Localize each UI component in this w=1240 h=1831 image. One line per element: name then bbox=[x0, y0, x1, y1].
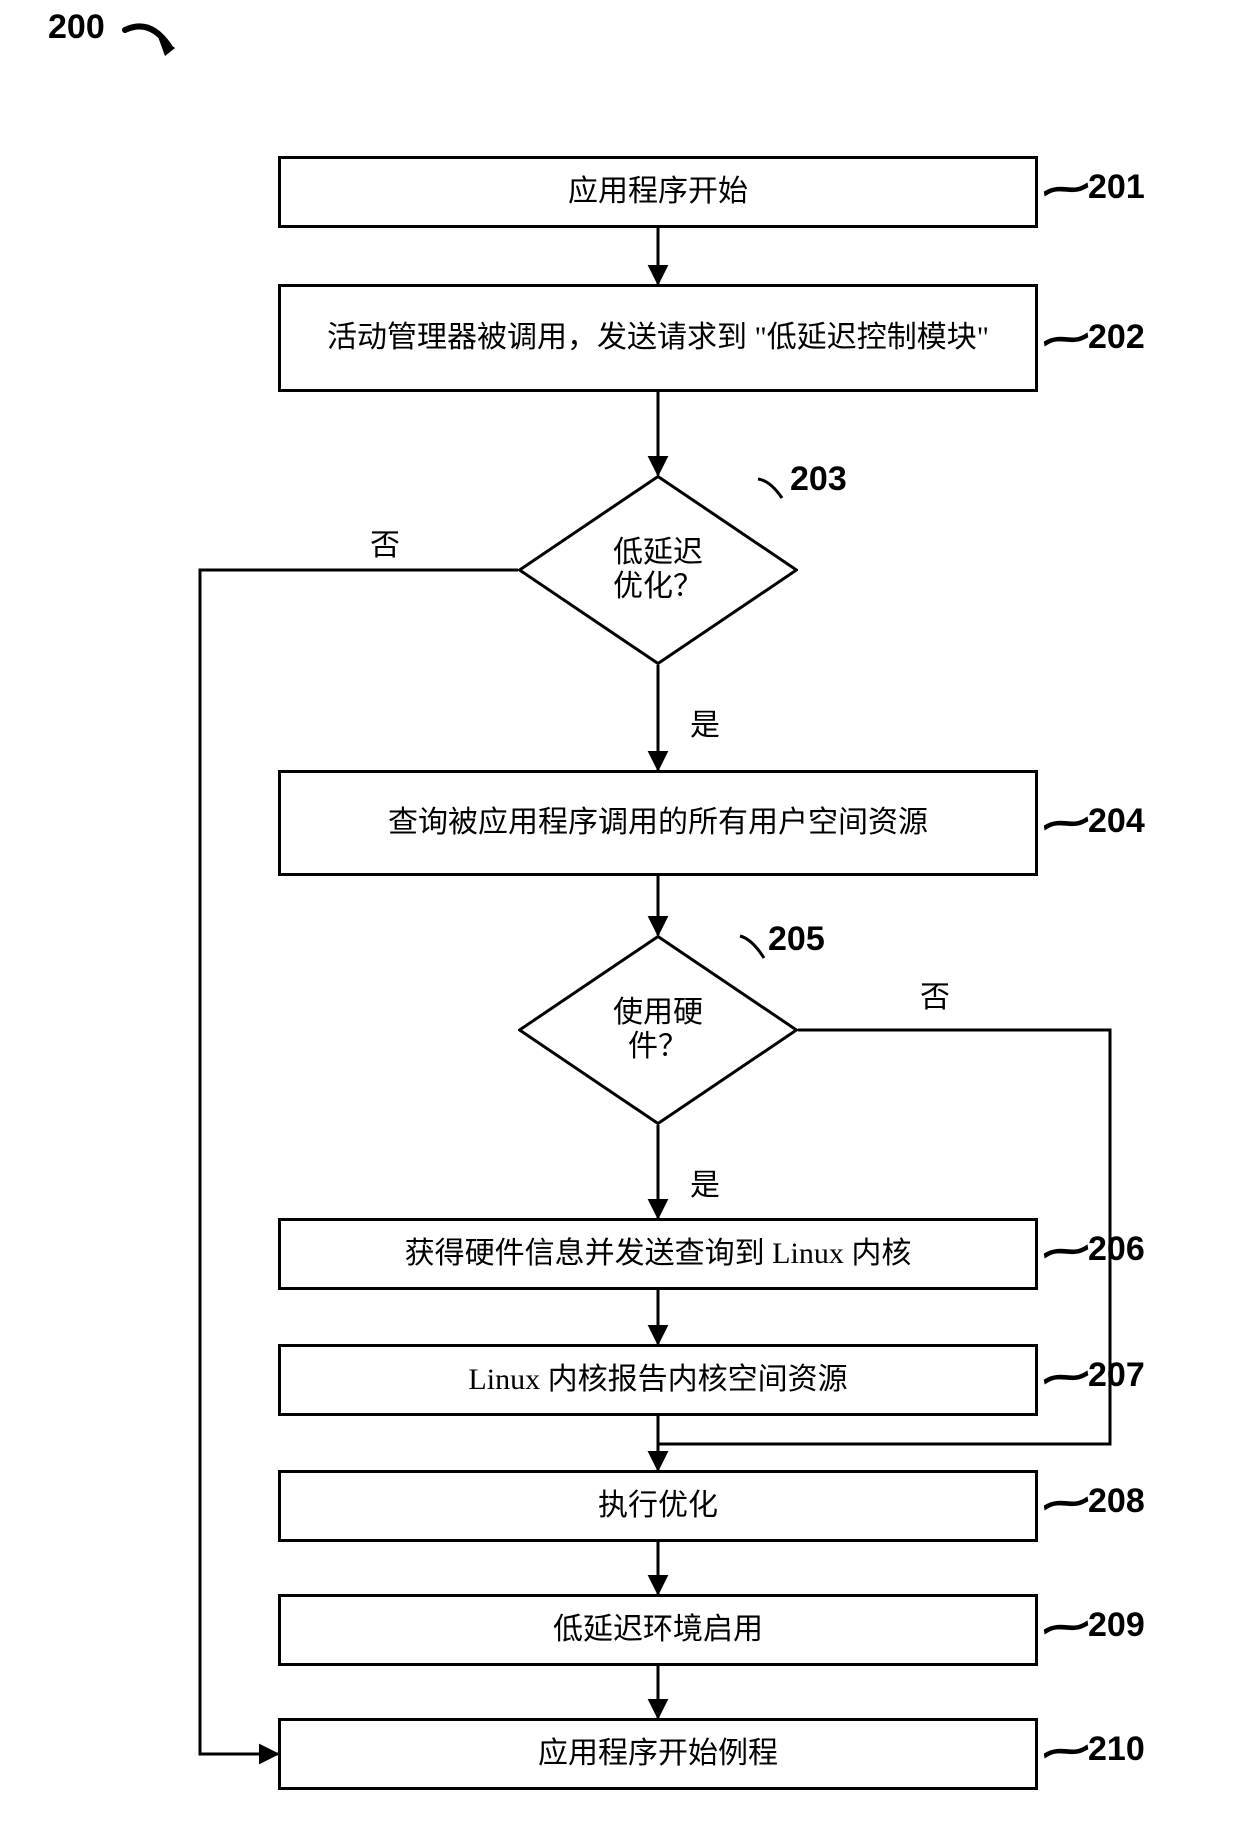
node-ref-label: 204 bbox=[1088, 802, 1145, 841]
flowchart-node-206: 获得硬件信息并发送查询到 Linux 内核 bbox=[278, 1218, 1038, 1290]
ref-tick-icon: ⁓ bbox=[1038, 1351, 1093, 1402]
flowchart-node-text: 低延迟环境启用 bbox=[547, 1612, 769, 1648]
flowchart-decision-text: 低延迟 优化？ bbox=[518, 475, 798, 665]
node-ref-label: 210 bbox=[1088, 1730, 1145, 1769]
node-ref-label: 207 bbox=[1088, 1356, 1145, 1395]
node-ref-label: 209 bbox=[1088, 1606, 1145, 1645]
flowchart-node-210: 应用程序开始例程 bbox=[278, 1718, 1038, 1790]
edge-e-203-210-no bbox=[200, 570, 518, 1754]
ref-tick-icon: ⁓ bbox=[1038, 1477, 1093, 1528]
flowchart-node-209: 低延迟环境启用 bbox=[278, 1594, 1038, 1666]
node-ref-label: 201 bbox=[1088, 168, 1145, 207]
ref-tick-icon: ⁓ bbox=[1038, 1601, 1093, 1652]
edges-layer bbox=[0, 0, 1240, 1831]
flowchart-node-text: 查询被应用程序调用的所有用户空间资源 bbox=[382, 805, 934, 841]
flowchart-node-202: 活动管理器被调用，发送请求到 "低延迟控制模块" bbox=[278, 284, 1038, 392]
flowchart-node-text: 执行优化 bbox=[592, 1488, 724, 1524]
edge-label: 否 bbox=[370, 520, 400, 564]
flowchart-node-text: 应用程序开始 bbox=[562, 174, 754, 210]
flowchart-node-text: 活动管理器被调用，发送请求到 "低延迟控制模块" bbox=[321, 320, 995, 356]
flowchart-decision-205: 使用硬 件？ bbox=[518, 935, 798, 1125]
flowchart-node-207: Linux 内核报告内核空间资源 bbox=[278, 1344, 1038, 1416]
flowchart-canvas: 200 应用程序开始201⁓活动管理器被调用，发送请求到 "低延迟控制模块"20… bbox=[0, 0, 1240, 1831]
flowchart-node-204: 查询被应用程序调用的所有用户空间资源 bbox=[278, 770, 1038, 876]
figure-number-arrow-icon bbox=[115, 10, 195, 68]
node-ref-label: 206 bbox=[1088, 1230, 1145, 1269]
figure-number-label: 200 bbox=[48, 8, 105, 47]
flowchart-node-text: 获得硬件信息并发送查询到 Linux 内核 bbox=[399, 1236, 918, 1272]
flowchart-node-201: 应用程序开始 bbox=[278, 156, 1038, 228]
flowchart-node-208: 执行优化 bbox=[278, 1470, 1038, 1542]
node-ref-label: 208 bbox=[1088, 1482, 1145, 1521]
ref-tick-icon: ⁓ bbox=[1038, 163, 1093, 214]
flowchart-decision-text: 使用硬 件？ bbox=[518, 935, 798, 1125]
flowchart-node-text: Linux 内核报告内核空间资源 bbox=[462, 1362, 853, 1398]
flowchart-node-text: 应用程序开始例程 bbox=[532, 1736, 784, 1772]
node-ref-label: 203 bbox=[790, 460, 847, 499]
edge-label: 否 bbox=[920, 972, 950, 1016]
node-ref-label: 205 bbox=[768, 920, 825, 959]
ref-tick-icon: ⁓ bbox=[1038, 797, 1093, 848]
ref-tick-icon: ⁓ bbox=[1038, 313, 1093, 364]
node-ref-label: 202 bbox=[1088, 318, 1145, 357]
ref-tick-icon: ⁓ bbox=[1038, 1725, 1093, 1776]
flowchart-decision-203: 低延迟 优化？ bbox=[518, 475, 798, 665]
edge-label: 是 bbox=[690, 1160, 720, 1204]
edge-label: 是 bbox=[690, 700, 720, 744]
ref-tick-icon: ⁓ bbox=[1038, 1225, 1093, 1276]
